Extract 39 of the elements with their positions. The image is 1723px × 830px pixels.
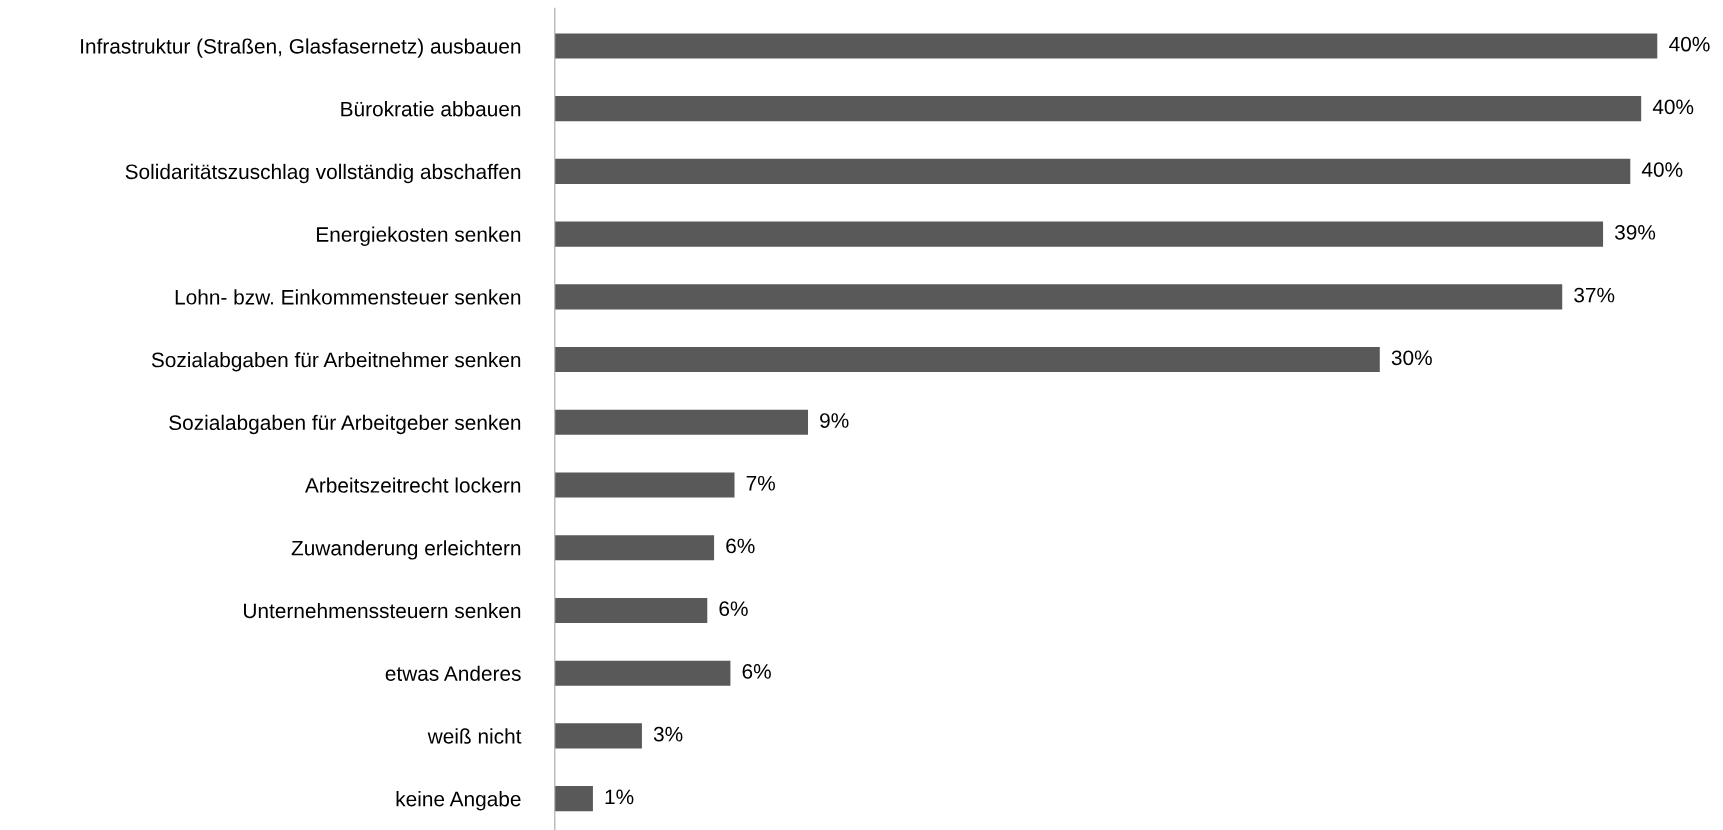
bar (554, 786, 593, 812)
bar (554, 96, 1642, 122)
data-label: 30% (1391, 350, 1432, 366)
bar (554, 221, 1604, 247)
data-label: 6% (742, 664, 771, 679)
data-label: 9% (820, 413, 849, 428)
data-label: 3% (653, 726, 683, 742)
data-label: 6% (726, 538, 755, 554)
y-tick-label: Bürokratie abbauen (341, 101, 521, 117)
y-tick-label: Energiekosten senken (317, 226, 521, 246)
bar (554, 535, 715, 561)
data-label: 6% (719, 601, 748, 617)
y-tick-label: Unternehmenssteuern senken (244, 602, 521, 619)
bar (554, 347, 1380, 373)
y-tick-label: weiß nicht (427, 728, 522, 744)
bar (554, 409, 809, 435)
bar (554, 723, 642, 749)
data-label: 1% (605, 789, 634, 805)
y-tick-label: Infrastruktur (Straßen, Glasfasernetz) ausbauen (81, 38, 521, 58)
data-label: 40% (1669, 36, 1710, 52)
y-tick-label: Lohn- bzw. Einkommensteuer senken (175, 289, 521, 305)
y-tick-label: etwas Anderes (385, 665, 521, 681)
y-tick-label: Arbeitszeitrecht lockern (305, 477, 521, 493)
y-tick-label: Sozialabgaben für Arbeitnehmer senken (151, 352, 521, 372)
bar (554, 33, 1658, 59)
data-label: 39% (1614, 224, 1656, 240)
y-tick-label: Sozialabgaben für Arbeitgeber senken (169, 414, 521, 435)
bar (554, 158, 1631, 184)
y-tick-label: keine Angabe (396, 791, 521, 811)
data-label: 40% (1652, 99, 1694, 115)
bar (554, 597, 708, 624)
y-tick-label: Zuwanderung erleichtern (291, 540, 521, 560)
bar (554, 660, 731, 686)
bar (554, 472, 735, 498)
bar (554, 284, 1563, 310)
data-label: 37% (1574, 287, 1615, 303)
data-label: 40% (1641, 162, 1683, 177)
y-tick-label: Solidaritätszuschlag vollständig abschaffen (125, 163, 521, 184)
data-label: 7% (746, 475, 775, 491)
